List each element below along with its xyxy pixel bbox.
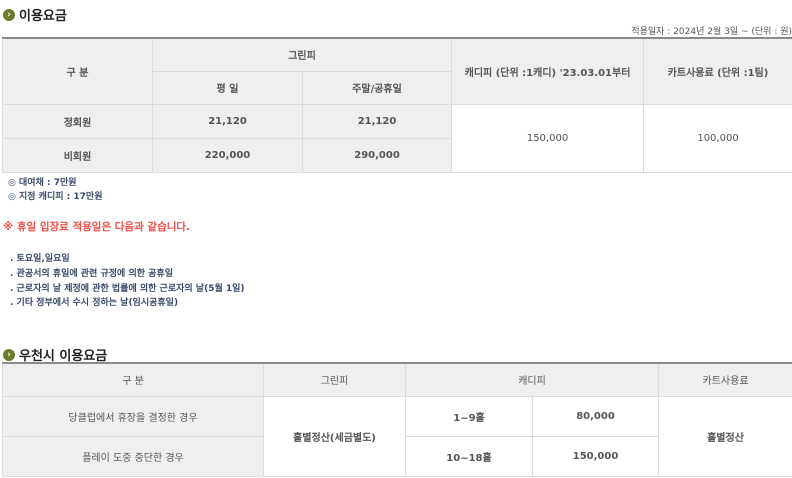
note-club-rental: ◎ 대여채 : 7만원	[8, 178, 77, 188]
row-label: 비회원	[2, 137, 153, 173]
note-designated-caddie: ◎ 지정 캐디피 : 17만원	[8, 192, 103, 202]
row-label: 정회원	[2, 103, 153, 139]
holiday-item: . 관공서의 휴일에 관련 규정에 의한 공휴일	[10, 269, 173, 279]
weekend-fee: 290,000	[301, 137, 453, 173]
header-green-fee: 그린피	[151, 37, 453, 72]
caddie-fee: 80,000	[531, 395, 660, 437]
holes: 10~18홀	[405, 435, 533, 477]
chevron-right-icon: ›	[3, 348, 15, 361]
fee-table: 구 분 그린피 캐디피 (단위 :1캐디) '23.03.01부터 카트사용료 (단위…	[2, 37, 792, 173]
row-label: 플레이 도중 중단한 경우	[2, 435, 264, 477]
title-text: 이용요금	[19, 9, 67, 24]
caddie-fee: 150,000	[531, 435, 660, 477]
weekday-fee: 21,120	[152, 103, 303, 139]
row-label: 당클럽에서 휴장을 결정한 경우	[2, 395, 264, 437]
header-caddie: 캐디피	[404, 362, 660, 397]
chevron-right-icon: ›	[3, 8, 15, 21]
holiday-item: . 기타 정부에서 수시 정하는 날(임시공휴일)	[10, 298, 179, 308]
header-weekend: 주말/공휴일	[301, 70, 453, 105]
caddie-fee: 150,000	[451, 103, 645, 173]
header-green-fee: 그린피	[263, 362, 406, 397]
weekend-fee: 21,120	[301, 103, 453, 139]
header-cart: 카트사용료	[658, 362, 792, 397]
section-title-rain: › 우천시 이용요금	[3, 345, 107, 364]
header-cart: 카트사용료 (단위 :1팀)	[643, 37, 792, 105]
header-category: 구 분	[2, 362, 264, 397]
effective-date: 적용일자 : 2024년 2월 3일 ~ (단위 : 원)	[631, 27, 792, 37]
section-title-fees: › 이용요금	[3, 5, 67, 24]
weekday-fee: 220,000	[152, 137, 303, 173]
cart-fee: 100,000	[643, 103, 792, 173]
green-fee: 홀별정산(세금별도)	[263, 395, 406, 477]
rain-fee-table: 구 분 그린피 캐디피 카트사용료 당클럽에서 휴장을 결정한 경우 홀별정산(세금별도…	[2, 362, 792, 477]
title-text: 우천시 이용요금	[19, 349, 108, 364]
holes: 1~9홀	[405, 395, 533, 437]
holiday-item: . 근로자의 날 제정에 관한 법률에 의한 근로자의 날(5월 1일)	[10, 284, 245, 294]
header-category: 구 분	[2, 37, 153, 105]
holiday-notice: ※ 휴일 입장료 적용일은 다음과 같습니다.	[3, 221, 191, 233]
cart-fee: 홀별정산	[658, 395, 792, 477]
header-caddie: 캐디피 (단위 :1캐디) '23.03.01부터	[451, 37, 645, 105]
holiday-item: . 토요일,일요일	[10, 254, 70, 264]
header-weekday: 평 일	[152, 70, 303, 105]
